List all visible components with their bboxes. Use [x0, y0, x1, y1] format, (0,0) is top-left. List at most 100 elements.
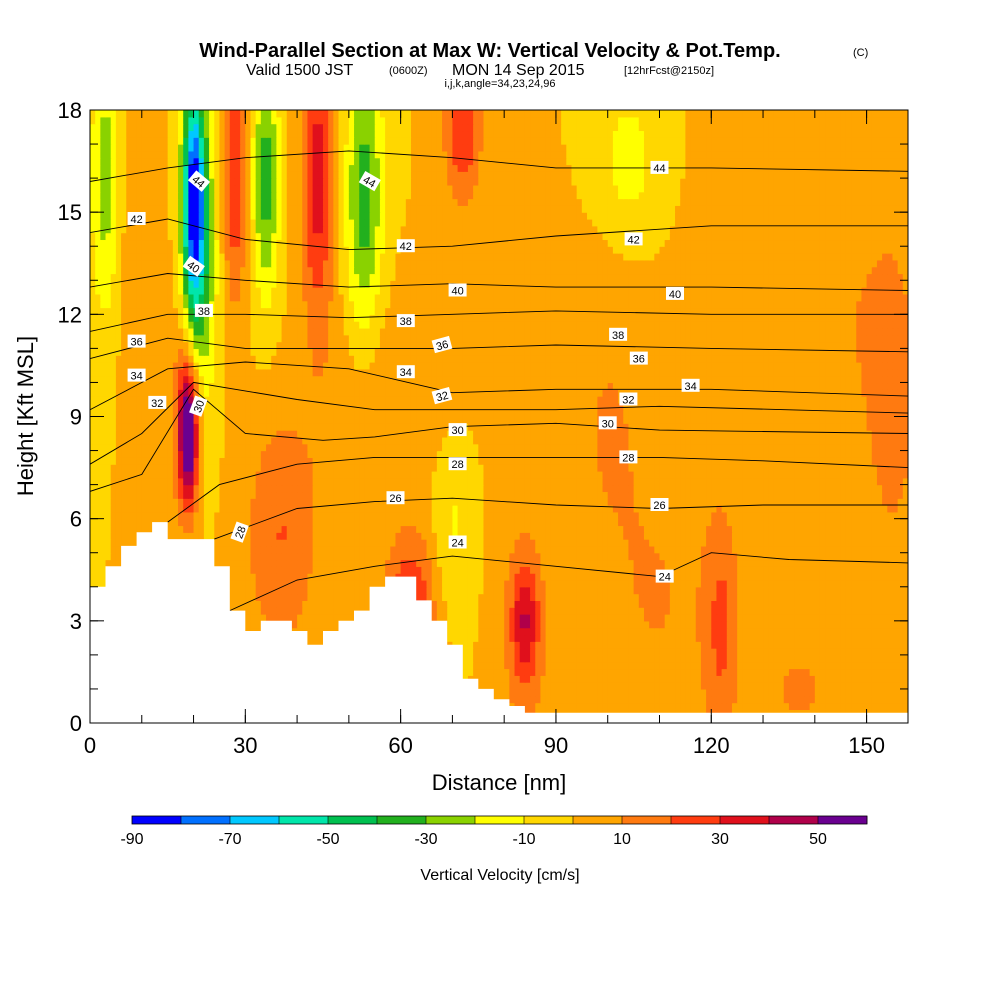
w-field-cell — [115, 511, 122, 520]
w-field-cell — [851, 579, 857, 588]
w-field-cell — [788, 518, 795, 527]
w-field-cell — [566, 648, 573, 656]
w-field-cell — [348, 614, 355, 622]
w-field-cell — [524, 614, 531, 622]
w-field-cell — [421, 559, 428, 567]
w-field-cell — [799, 620, 806, 629]
w-field-cell — [322, 552, 329, 561]
w-field-cell — [524, 641, 531, 649]
w-field-cell — [581, 600, 588, 608]
w-field-cell — [509, 634, 516, 642]
w-field-cell — [737, 682, 743, 690]
w-field-cell — [581, 688, 588, 697]
w-field-cell — [499, 614, 505, 622]
w-field-cell — [607, 614, 614, 622]
w-field-cell — [229, 559, 236, 567]
w-field-cell — [675, 648, 681, 656]
w-field-cell — [364, 511, 371, 520]
w-field-cell — [612, 559, 619, 567]
w-field-cell — [188, 532, 195, 540]
w-field-cell — [897, 532, 904, 540]
w-field-cell — [897, 545, 904, 554]
w-field-cell — [576, 566, 583, 574]
w-field-cell — [804, 573, 811, 581]
w-field-cell — [545, 682, 552, 690]
w-field-cell — [737, 586, 743, 595]
w-field-cell — [716, 702, 723, 710]
w-field-cell — [286, 593, 293, 601]
w-field-cell — [566, 668, 573, 676]
w-field-cell — [680, 702, 686, 710]
w-field-cell — [685, 620, 692, 629]
w-field-cell — [224, 511, 231, 520]
w-field-cell — [675, 627, 681, 636]
w-field-cell — [219, 545, 226, 554]
w-field-cell — [809, 559, 816, 567]
w-field-cell — [183, 511, 189, 520]
w-field-cell — [809, 518, 816, 527]
w-field-cell — [788, 641, 795, 649]
w-field-cell — [421, 552, 428, 561]
w-field-cell — [509, 525, 516, 533]
w-field-cell — [638, 634, 645, 642]
w-field-cell — [804, 600, 811, 608]
w-field-cell — [504, 545, 510, 554]
w-field-cell — [721, 545, 728, 554]
w-field-cell — [467, 579, 474, 588]
w-field-cell — [643, 648, 650, 656]
w-field-cell — [700, 614, 707, 622]
w-field-cell — [887, 545, 894, 554]
w-field-cell — [581, 614, 588, 622]
w-field-cell — [856, 566, 863, 574]
w-field-cell — [680, 627, 686, 636]
w-field-cell — [628, 579, 635, 588]
w-field-cell — [530, 573, 536, 581]
w-field-cell — [524, 702, 531, 710]
w-field-cell — [550, 600, 557, 608]
w-field-cell — [649, 661, 655, 670]
w-field-cell — [825, 545, 831, 554]
w-field-cell — [690, 593, 697, 601]
w-field-cell — [530, 682, 536, 690]
w-field-cell — [638, 614, 645, 622]
w-field-cell — [530, 695, 536, 704]
w-field-cell — [483, 607, 490, 615]
w-field-cell — [405, 525, 412, 533]
w-field-cell — [706, 518, 712, 527]
w-field-cell — [612, 552, 619, 561]
w-field-cell — [488, 620, 495, 629]
w-field-cell — [602, 641, 609, 649]
w-field-cell — [436, 545, 443, 554]
w-field-cell — [343, 607, 350, 615]
w-field-cell — [493, 682, 500, 690]
w-field-cell — [359, 579, 365, 588]
w-field-cell — [442, 559, 448, 567]
w-field-cell — [602, 518, 609, 527]
w-field-cell — [530, 552, 536, 561]
w-field-cell — [856, 688, 863, 697]
w-field-cell — [768, 559, 774, 567]
w-field-cell — [612, 579, 619, 588]
w-field-cell — [224, 545, 231, 554]
w-field-cell — [535, 620, 542, 629]
w-field-cell — [814, 620, 821, 629]
w-field-cell — [711, 620, 718, 629]
w-field-cell — [561, 654, 567, 663]
w-field-cell — [209, 511, 215, 520]
w-field-cell — [607, 688, 614, 697]
w-field-cell — [887, 559, 894, 567]
w-field-cell — [690, 600, 697, 608]
w-field-cell — [571, 661, 578, 670]
w-field-cell — [628, 620, 635, 629]
w-field-cell — [488, 573, 495, 581]
w-field-cell — [545, 688, 552, 697]
w-field-cell — [571, 654, 578, 663]
w-field-cell — [483, 559, 490, 567]
w-field-cell — [333, 511, 340, 520]
w-field-cell — [711, 648, 718, 656]
w-field-cell — [566, 586, 573, 595]
w-field-cell — [369, 573, 376, 581]
w-field-cell — [892, 607, 899, 615]
w-field-cell — [328, 600, 334, 608]
w-field-cell — [297, 532, 303, 540]
